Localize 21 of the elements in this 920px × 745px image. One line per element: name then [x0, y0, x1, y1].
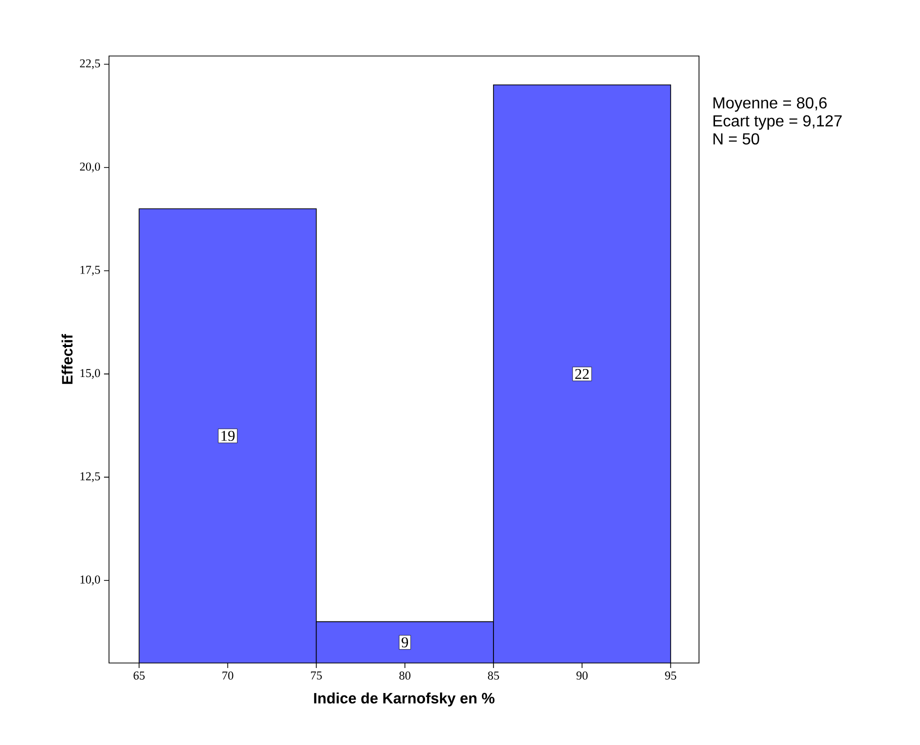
- x-tick-label: 90: [576, 672, 588, 680]
- y-tick-label: 22,5: [80, 59, 100, 70]
- x-tick-label: 75: [311, 672, 322, 680]
- x-tick-label: 65: [134, 672, 145, 680]
- y-tick-label: 17,5: [80, 266, 100, 276]
- y-axis-title: Effectif: [62, 334, 73, 384]
- data-label: 19: [222, 430, 235, 441]
- y-tick-label: 10,0: [80, 575, 100, 586]
- text: N = 50: [714, 133, 760, 145]
- text: Moyenne = 80,6: [714, 97, 827, 112]
- data-label: 22: [575, 368, 589, 379]
- x-tick-label: 95: [665, 672, 676, 680]
- x-axis-title: Indice de Karnofsky en %: [314, 692, 494, 706]
- x-tick-label: 70: [222, 672, 234, 680]
- y-tick-label: 12,5: [80, 472, 100, 482]
- text: Ecart type = 9,127: [714, 115, 842, 130]
- data-label: 9: [402, 637, 408, 648]
- x-tick-label: 80: [399, 672, 410, 680]
- x-tick-label: 85: [488, 672, 500, 680]
- y-tick-label: 20,0: [80, 162, 100, 172]
- y-tick-label: 15,0: [80, 369, 100, 379]
